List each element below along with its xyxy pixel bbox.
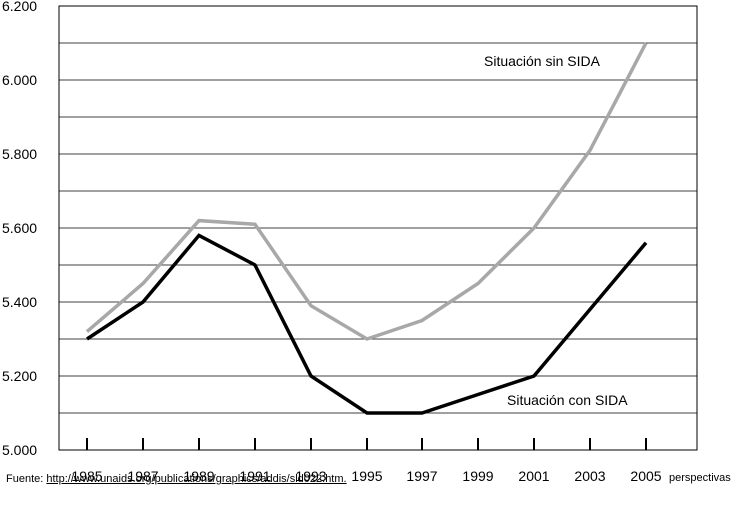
y-tick-label: 5.000 — [2, 442, 37, 458]
x-tick-label: 2003 — [574, 468, 605, 484]
y-tick-label: 6.200 — [2, 0, 37, 14]
series-line-con-sida — [86, 233, 648, 415]
x-tick-label: 2005 — [630, 468, 661, 484]
plot-frame — [58, 5, 698, 451]
x-axis: 1985 1987 1989 1991 1993 1995 1997 1999 2001 2003… — [71, 438, 662, 484]
series-line-sin-sida — [85, 42, 648, 341]
series-lines — [85, 42, 648, 415]
x-tick-label: 1999 — [462, 468, 493, 484]
source-prefix: Fuente: — [6, 473, 47, 485]
x-tick-label: 1985 — [71, 468, 102, 484]
x-axis-note: perspectivas — [669, 472, 731, 484]
y-tick-label: 6.000 — [2, 72, 37, 88]
x-tick-label: 1987 — [127, 468, 158, 484]
x-tick-label: 1991 — [239, 468, 270, 484]
y-tick-label: 5.800 — [2, 146, 37, 162]
series-label-sin-sida: Situación sin SIDA — [484, 53, 601, 69]
y-tick-label: 5.600 — [2, 220, 37, 236]
x-tick-label: 1993 — [295, 468, 326, 484]
gridlines — [59, 42, 697, 414]
y-tick-label: 5.200 — [2, 368, 37, 384]
x-tick-label: 2001 — [518, 468, 549, 484]
series-labels: Situación sin SIDA Situación con SIDA — [484, 53, 628, 408]
x-tick-label: 1997 — [406, 468, 437, 484]
x-tick-label: 1989 — [183, 468, 214, 484]
source-link[interactable]: http://www.unaids.org/publications/graph… — [46, 473, 347, 485]
y-axis: 5.000 5.200 5.400 5.600 5.800 6.000 6.200 — [2, 0, 37, 458]
x-tick-label: 1995 — [351, 468, 382, 484]
y-tick-label: 5.400 — [2, 294, 37, 310]
series-label-con-sida: Situación con SIDA — [507, 392, 628, 408]
source-note: Fuente: http://www.unaids.org/publicatio… — [6, 473, 347, 485]
